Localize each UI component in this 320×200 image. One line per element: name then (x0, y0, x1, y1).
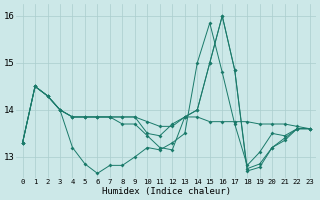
X-axis label: Humidex (Indice chaleur): Humidex (Indice chaleur) (101, 187, 231, 196)
